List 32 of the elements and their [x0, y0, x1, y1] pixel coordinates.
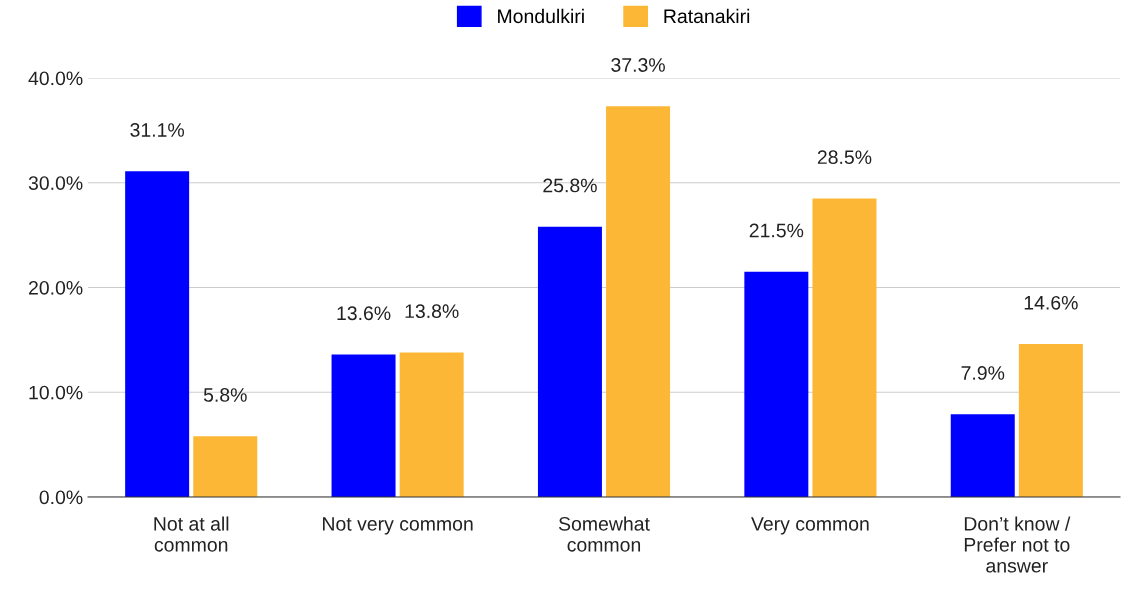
bar — [744, 271, 809, 497]
data-label: 13.8% — [405, 304, 459, 319]
y-tick-label: 0.0% — [39, 490, 83, 505]
y-tick-label: 30.0% — [28, 176, 83, 190]
data-label: 21.5% — [749, 223, 804, 238]
data-label: 31.1% — [130, 123, 185, 137]
bar — [606, 106, 671, 497]
y-tick-label: 20.0% — [28, 280, 83, 295]
x-tick-label: Not very common — [323, 517, 473, 535]
y-tick-label: 40.0% — [28, 71, 83, 86]
x-tick-label: Not at all common — [154, 516, 229, 552]
bar — [1018, 344, 1083, 497]
legend-label: Ratanakiri — [664, 8, 750, 24]
bar — [537, 226, 602, 497]
bar — [812, 198, 877, 497]
data-label: 13.6% — [337, 306, 391, 321]
legend-label: Mondulkiri — [498, 8, 584, 24]
x-tick-label: Don’t know / Prefer not to answer — [964, 516, 1071, 573]
x-tick-label: Very common — [751, 517, 869, 535]
bar — [950, 414, 1015, 497]
data-label: 14.6% — [1024, 295, 1078, 310]
y-tick-label: 10.0% — [29, 385, 83, 400]
bar — [331, 354, 396, 497]
bar — [125, 171, 190, 497]
bar — [399, 352, 464, 497]
data-label: 25.8% — [543, 178, 597, 193]
bar — [193, 436, 258, 497]
data-label: 28.5% — [817, 150, 872, 165]
data-label: 37.3% — [611, 58, 665, 72]
x-tick-label: Somewhat common — [558, 516, 650, 552]
data-label: 7.9% — [961, 366, 1005, 380]
data-label: 5.8% — [203, 388, 247, 402]
